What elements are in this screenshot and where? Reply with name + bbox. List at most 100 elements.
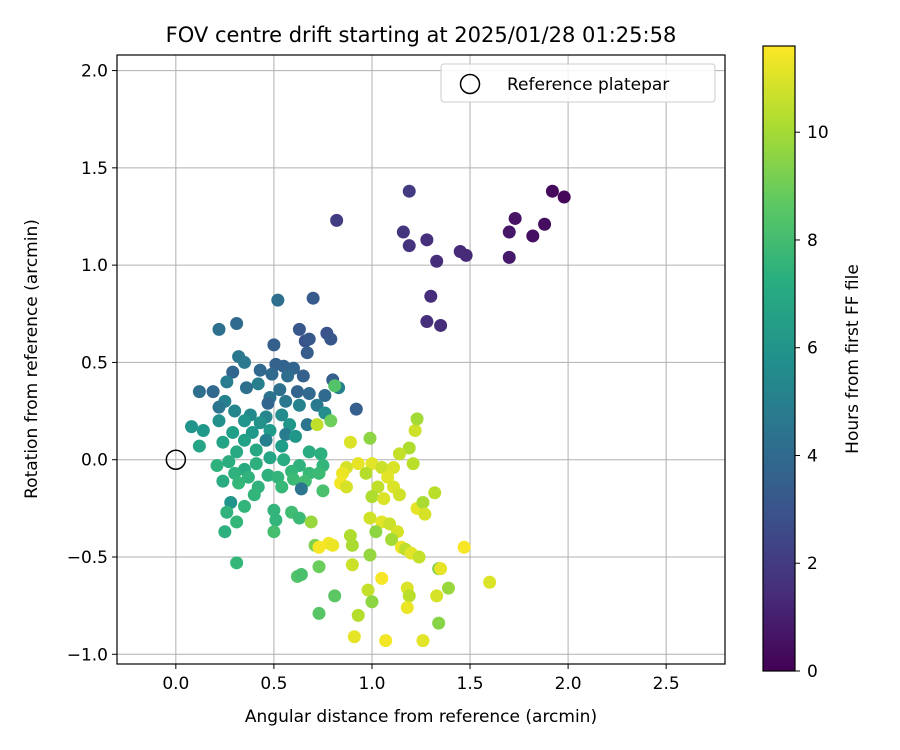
- data-point: [336, 466, 350, 480]
- colorbar-tick-label: 0: [807, 662, 818, 682]
- data-point: [237, 355, 251, 369]
- data-point: [241, 470, 255, 484]
- data-point: [408, 424, 422, 438]
- data-point: [210, 459, 224, 473]
- y-tick-label: 0.5: [81, 353, 108, 373]
- data-point: [441, 581, 455, 595]
- data-point: [196, 424, 210, 438]
- data-point: [237, 433, 251, 447]
- data-point: [396, 225, 410, 239]
- data-point: [545, 184, 559, 198]
- data-point: [385, 532, 399, 546]
- data-point: [400, 601, 414, 615]
- data-point: [402, 441, 416, 455]
- data-point: [267, 503, 281, 517]
- data-point: [296, 369, 310, 383]
- data-point: [263, 451, 277, 465]
- data-point: [220, 375, 234, 389]
- data-point: [343, 529, 357, 543]
- data-point: [222, 455, 236, 469]
- legend-box: [440, 63, 716, 103]
- data-point: [345, 538, 359, 552]
- data-point: [402, 239, 416, 253]
- data-point: [424, 289, 438, 303]
- data-point: [363, 511, 377, 525]
- data-point: [324, 332, 338, 346]
- data-point: [365, 595, 379, 609]
- data-point: [283, 418, 297, 432]
- data-point: [310, 418, 324, 432]
- data-point: [261, 396, 275, 410]
- data-point: [339, 480, 353, 494]
- data-point: [312, 560, 326, 574]
- data-point: [263, 424, 277, 438]
- data-point: [287, 472, 301, 486]
- data-point: [416, 496, 430, 510]
- data-point: [330, 213, 344, 227]
- data-point: [387, 460, 401, 474]
- y-axis-label: Rotation from reference (arcmin): [22, 219, 42, 499]
- data-point: [420, 315, 434, 329]
- data-point: [271, 293, 285, 307]
- data-point: [359, 466, 373, 480]
- data-point: [430, 254, 444, 268]
- data-point: [265, 367, 279, 381]
- data-point: [351, 608, 365, 622]
- data-point: [379, 634, 393, 648]
- data-point: [275, 408, 289, 422]
- data-point: [220, 505, 234, 519]
- data-point: [239, 381, 253, 395]
- data-point: [290, 385, 304, 399]
- data-point: [253, 363, 267, 377]
- data-point: [406, 457, 420, 471]
- data-point: [410, 412, 424, 426]
- data-point: [279, 394, 293, 408]
- x-axis-ticks: 0.0 0.5 1.0 1.5 2.0 2.5: [162, 664, 680, 694]
- y-tick-label: 2.0: [81, 62, 108, 82]
- data-point: [185, 420, 199, 434]
- legend-reference-marker-icon: [459, 73, 481, 95]
- data-point: [312, 466, 326, 480]
- data-point: [226, 425, 240, 439]
- data-point: [267, 338, 281, 352]
- x-tick-label: 0.5: [260, 674, 287, 694]
- data-point: [302, 387, 316, 401]
- data-point: [302, 445, 316, 459]
- data-point: [377, 492, 391, 506]
- colorbar-tick-label: 2: [807, 554, 818, 574]
- colorbar-label: Hours from first FF file: [843, 264, 863, 454]
- data-point: [237, 499, 251, 513]
- y-axis-ticks: −1.0 −0.5 0.0 0.5 1.0 1.5 2.0: [67, 62, 117, 665]
- data-point: [432, 616, 446, 630]
- data-point: [538, 217, 552, 231]
- reference-platepar-marker: [165, 449, 187, 470]
- data-point: [206, 385, 220, 399]
- colorbar-tick-label: 10: [807, 123, 829, 143]
- data-point: [420, 233, 434, 247]
- data-point: [369, 525, 383, 539]
- data-point: [267, 525, 281, 539]
- y-tick-label: 1.5: [81, 159, 108, 179]
- data-point: [292, 511, 306, 525]
- data-point: [351, 457, 365, 471]
- data-point: [304, 515, 318, 529]
- data-point: [300, 346, 314, 360]
- data-point: [430, 589, 444, 603]
- data-point: [483, 575, 497, 589]
- data-point: [277, 453, 291, 467]
- data-point: [345, 558, 359, 572]
- colorbar-tick-label: 8: [807, 231, 818, 251]
- data-point: [277, 359, 291, 373]
- data-point: [459, 248, 473, 262]
- colorbar-tick-label: 6: [807, 339, 818, 359]
- data-point: [312, 606, 326, 620]
- data-point: [275, 439, 289, 453]
- data-point: [273, 383, 287, 397]
- colorbar-tick-label: 4: [807, 446, 818, 466]
- data-point: [216, 435, 230, 449]
- y-tick-label: 0.0: [81, 451, 108, 471]
- scatter-points: [185, 184, 571, 648]
- data-point: [230, 515, 244, 529]
- data-point: [314, 447, 328, 461]
- data-point: [224, 496, 238, 510]
